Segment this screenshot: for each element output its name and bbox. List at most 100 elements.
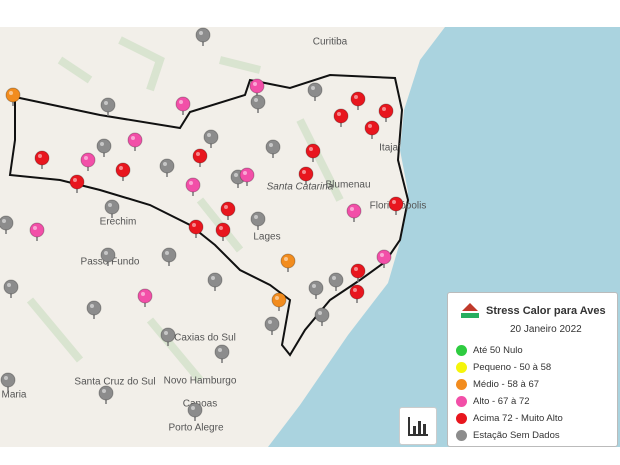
pin-shine bbox=[254, 215, 258, 219]
station-pin bbox=[69, 174, 85, 190]
pin-shine bbox=[218, 348, 222, 352]
station-pin bbox=[214, 344, 230, 360]
station-pin bbox=[215, 222, 231, 238]
pin-shine bbox=[275, 296, 279, 300]
pin-shine bbox=[207, 133, 211, 137]
state-border bbox=[8, 73, 410, 357]
pin-shine bbox=[353, 288, 357, 292]
pin-shine bbox=[104, 251, 108, 255]
pin-shine bbox=[131, 136, 135, 140]
place-label: Santa Cruz do Sul bbox=[74, 377, 155, 388]
station-pin bbox=[188, 219, 204, 235]
pin-shine bbox=[253, 82, 257, 86]
legend-swatch bbox=[456, 429, 467, 441]
legend-label: Acima 72 - Muito Alto bbox=[473, 412, 563, 424]
pin-shine bbox=[38, 154, 42, 158]
station-pin bbox=[305, 143, 321, 159]
pin-shine bbox=[368, 124, 372, 128]
chart-icon bbox=[408, 417, 428, 436]
pin-shine bbox=[254, 98, 258, 102]
pin-shine bbox=[332, 276, 336, 280]
logo bbox=[461, 303, 479, 318]
pin-shine bbox=[211, 276, 215, 280]
station-pin bbox=[280, 253, 296, 269]
station-pin bbox=[187, 402, 203, 418]
station-pin bbox=[333, 108, 349, 124]
pin-shine bbox=[179, 100, 183, 104]
pin-shine bbox=[354, 267, 358, 271]
legend-item: Pequeno - 50 à 58 bbox=[456, 360, 551, 374]
place-label: Erechim bbox=[100, 217, 137, 228]
pin-shine bbox=[2, 219, 6, 223]
station-pin bbox=[137, 288, 153, 304]
station-pin bbox=[203, 129, 219, 145]
pin-shine bbox=[73, 178, 77, 182]
station-pin bbox=[349, 284, 365, 300]
station-pin bbox=[96, 138, 112, 154]
pin-shine bbox=[191, 406, 195, 410]
pin-shine bbox=[269, 143, 273, 147]
chart-button[interactable] bbox=[399, 407, 437, 445]
pin-shine bbox=[268, 320, 272, 324]
station-pin bbox=[207, 272, 223, 288]
station-pin bbox=[159, 158, 175, 174]
pin-shine bbox=[234, 173, 238, 177]
pin-shine bbox=[163, 162, 167, 166]
place-label: Porto Alegre bbox=[168, 423, 223, 434]
station-pin bbox=[100, 247, 116, 263]
pin-shine bbox=[243, 171, 247, 175]
terrain bbox=[26, 36, 344, 383]
legend-label: Médio - 58 à 67 bbox=[473, 378, 540, 390]
pin-shine bbox=[312, 284, 316, 288]
pin-shine bbox=[224, 205, 228, 209]
legend: Stress Calor para Aves 20 Janeiro 2022 A… bbox=[447, 292, 618, 447]
station-pin bbox=[29, 222, 45, 238]
legend-label: Até 50 Nulo bbox=[473, 344, 523, 356]
pin-shine bbox=[382, 107, 386, 111]
place-label: Santa Catarina bbox=[267, 182, 334, 193]
station-pin bbox=[264, 316, 280, 332]
pin-shine bbox=[354, 95, 358, 99]
place-label: Passo Fundo bbox=[81, 257, 140, 268]
pin-shine bbox=[4, 376, 8, 380]
pin-shine bbox=[196, 152, 200, 156]
station-pin bbox=[175, 96, 191, 112]
legend-date: 20 Janeiro 2022 bbox=[510, 324, 582, 335]
pin-shine bbox=[7, 283, 11, 287]
station-pin bbox=[80, 152, 96, 168]
pin-shine bbox=[219, 226, 223, 230]
legend-item: Alto - 67 à 72 bbox=[456, 394, 530, 408]
station-pin bbox=[350, 91, 366, 107]
legend-swatch bbox=[456, 395, 467, 407]
station-pin bbox=[308, 280, 324, 296]
legend-label: Estação Sem Dados bbox=[473, 429, 560, 441]
legend-item: Acima 72 - Muito Alto bbox=[456, 411, 563, 425]
station-pin bbox=[5, 87, 21, 103]
station-pin bbox=[364, 120, 380, 136]
pin-shine bbox=[350, 207, 354, 211]
pin-shine bbox=[380, 253, 384, 257]
place-label: Novo Hamburgo bbox=[164, 376, 237, 387]
pin-shine bbox=[9, 91, 13, 95]
station-pin bbox=[185, 177, 201, 193]
pin-shine bbox=[284, 257, 288, 261]
legend-label: Pequeno - 50 à 58 bbox=[473, 361, 552, 373]
pin-shine bbox=[392, 200, 396, 204]
station-pin bbox=[161, 247, 177, 263]
station-pin bbox=[160, 327, 176, 343]
station-pin bbox=[195, 27, 211, 43]
station-pin bbox=[307, 82, 323, 98]
place-label: Maria bbox=[1, 390, 26, 401]
station-pin bbox=[265, 139, 281, 155]
pin-shine bbox=[141, 292, 145, 296]
legend-swatch bbox=[456, 378, 467, 390]
station-pin bbox=[328, 272, 344, 288]
pin-shine bbox=[309, 147, 313, 151]
place-label: Itajaí bbox=[379, 143, 401, 154]
station-pin bbox=[250, 211, 266, 227]
pin-shine bbox=[318, 311, 322, 315]
legend-label: Alto - 67 à 72 bbox=[473, 395, 530, 407]
station-pin bbox=[350, 263, 366, 279]
pin-shine bbox=[33, 226, 37, 230]
